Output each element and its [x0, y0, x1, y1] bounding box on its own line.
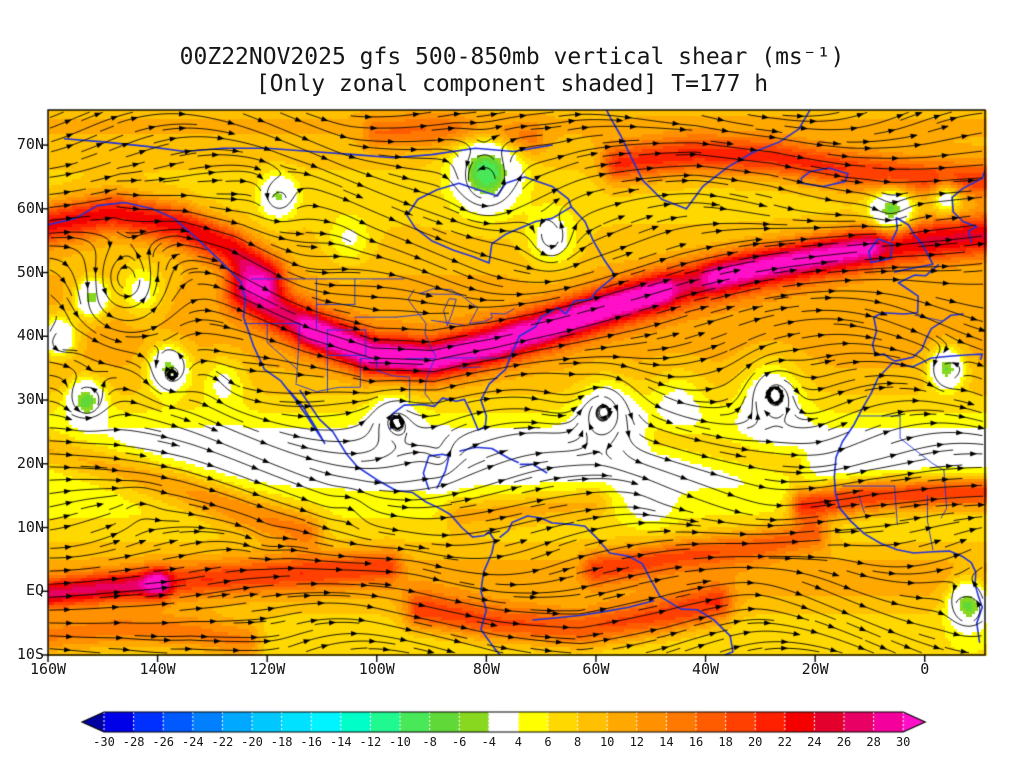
chart-subtitle: [Only zonal component shaded] T=177 h [255, 71, 769, 97]
chart-title: 00Z22NOV2025 gfs 500-850mb vertical shea… [179, 44, 845, 70]
